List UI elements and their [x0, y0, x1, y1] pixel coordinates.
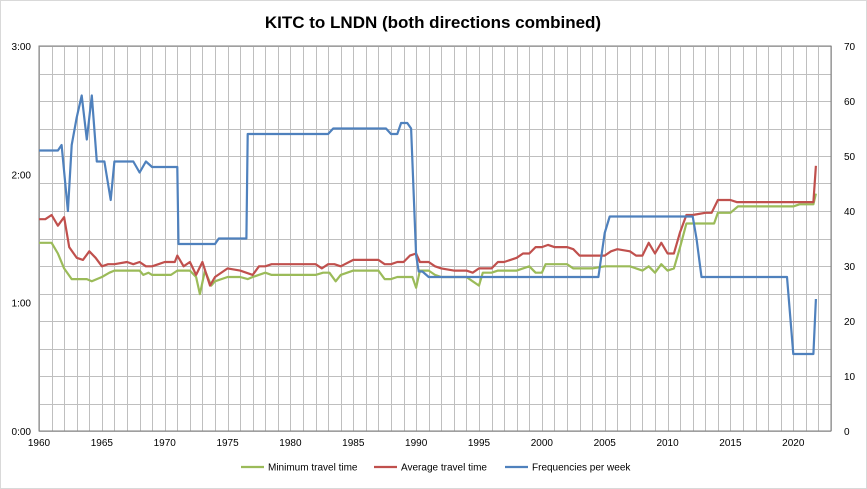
x-tick-label: 2015 — [719, 438, 742, 449]
line-chart: KITC to LNDN (both directions combined) … — [0, 0, 867, 489]
x-tick-label: 1995 — [468, 438, 491, 449]
left-tick-label: 2:00 — [12, 170, 32, 181]
chart-frame — [1, 1, 867, 489]
x-tick-label: 1990 — [405, 438, 428, 449]
x-tick-label: 1970 — [154, 438, 177, 449]
chart-title: KITC to LNDN (both directions combined) — [265, 13, 601, 32]
legend-label: Frequencies per week — [532, 463, 631, 474]
x-tick-label: 2000 — [531, 438, 554, 449]
x-tick-label: 2010 — [656, 438, 679, 449]
right-tick-label: 70 — [844, 42, 856, 53]
x-tick-label: 2005 — [594, 438, 617, 449]
x-tick-label: 1960 — [28, 438, 51, 449]
right-tick-label: 40 — [844, 207, 856, 218]
right-tick-label: 0 — [844, 427, 850, 438]
right-tick-label: 10 — [844, 372, 856, 383]
right-tick-label: 30 — [844, 262, 856, 273]
x-tick-label: 1980 — [279, 438, 302, 449]
x-tick-label: 1985 — [342, 438, 365, 449]
legend-label: Minimum travel time — [268, 463, 358, 474]
right-tick-label: 60 — [844, 97, 856, 108]
x-tick-label: 1965 — [91, 438, 114, 449]
x-tick-label: 1975 — [216, 438, 239, 449]
left-tick-label: 0:00 — [12, 427, 32, 438]
left-tick-label: 1:00 — [12, 299, 32, 310]
left-tick-label: 3:00 — [12, 42, 32, 53]
right-tick-label: 50 — [844, 152, 856, 163]
x-tick-label: 2020 — [782, 438, 805, 449]
chart-container: KITC to LNDN (both directions combined) … — [0, 0, 867, 489]
legend-label: Average travel time — [401, 463, 487, 474]
legend: Minimum travel time Average travel time Fr… — [241, 463, 631, 474]
right-tick-label: 20 — [844, 317, 856, 328]
